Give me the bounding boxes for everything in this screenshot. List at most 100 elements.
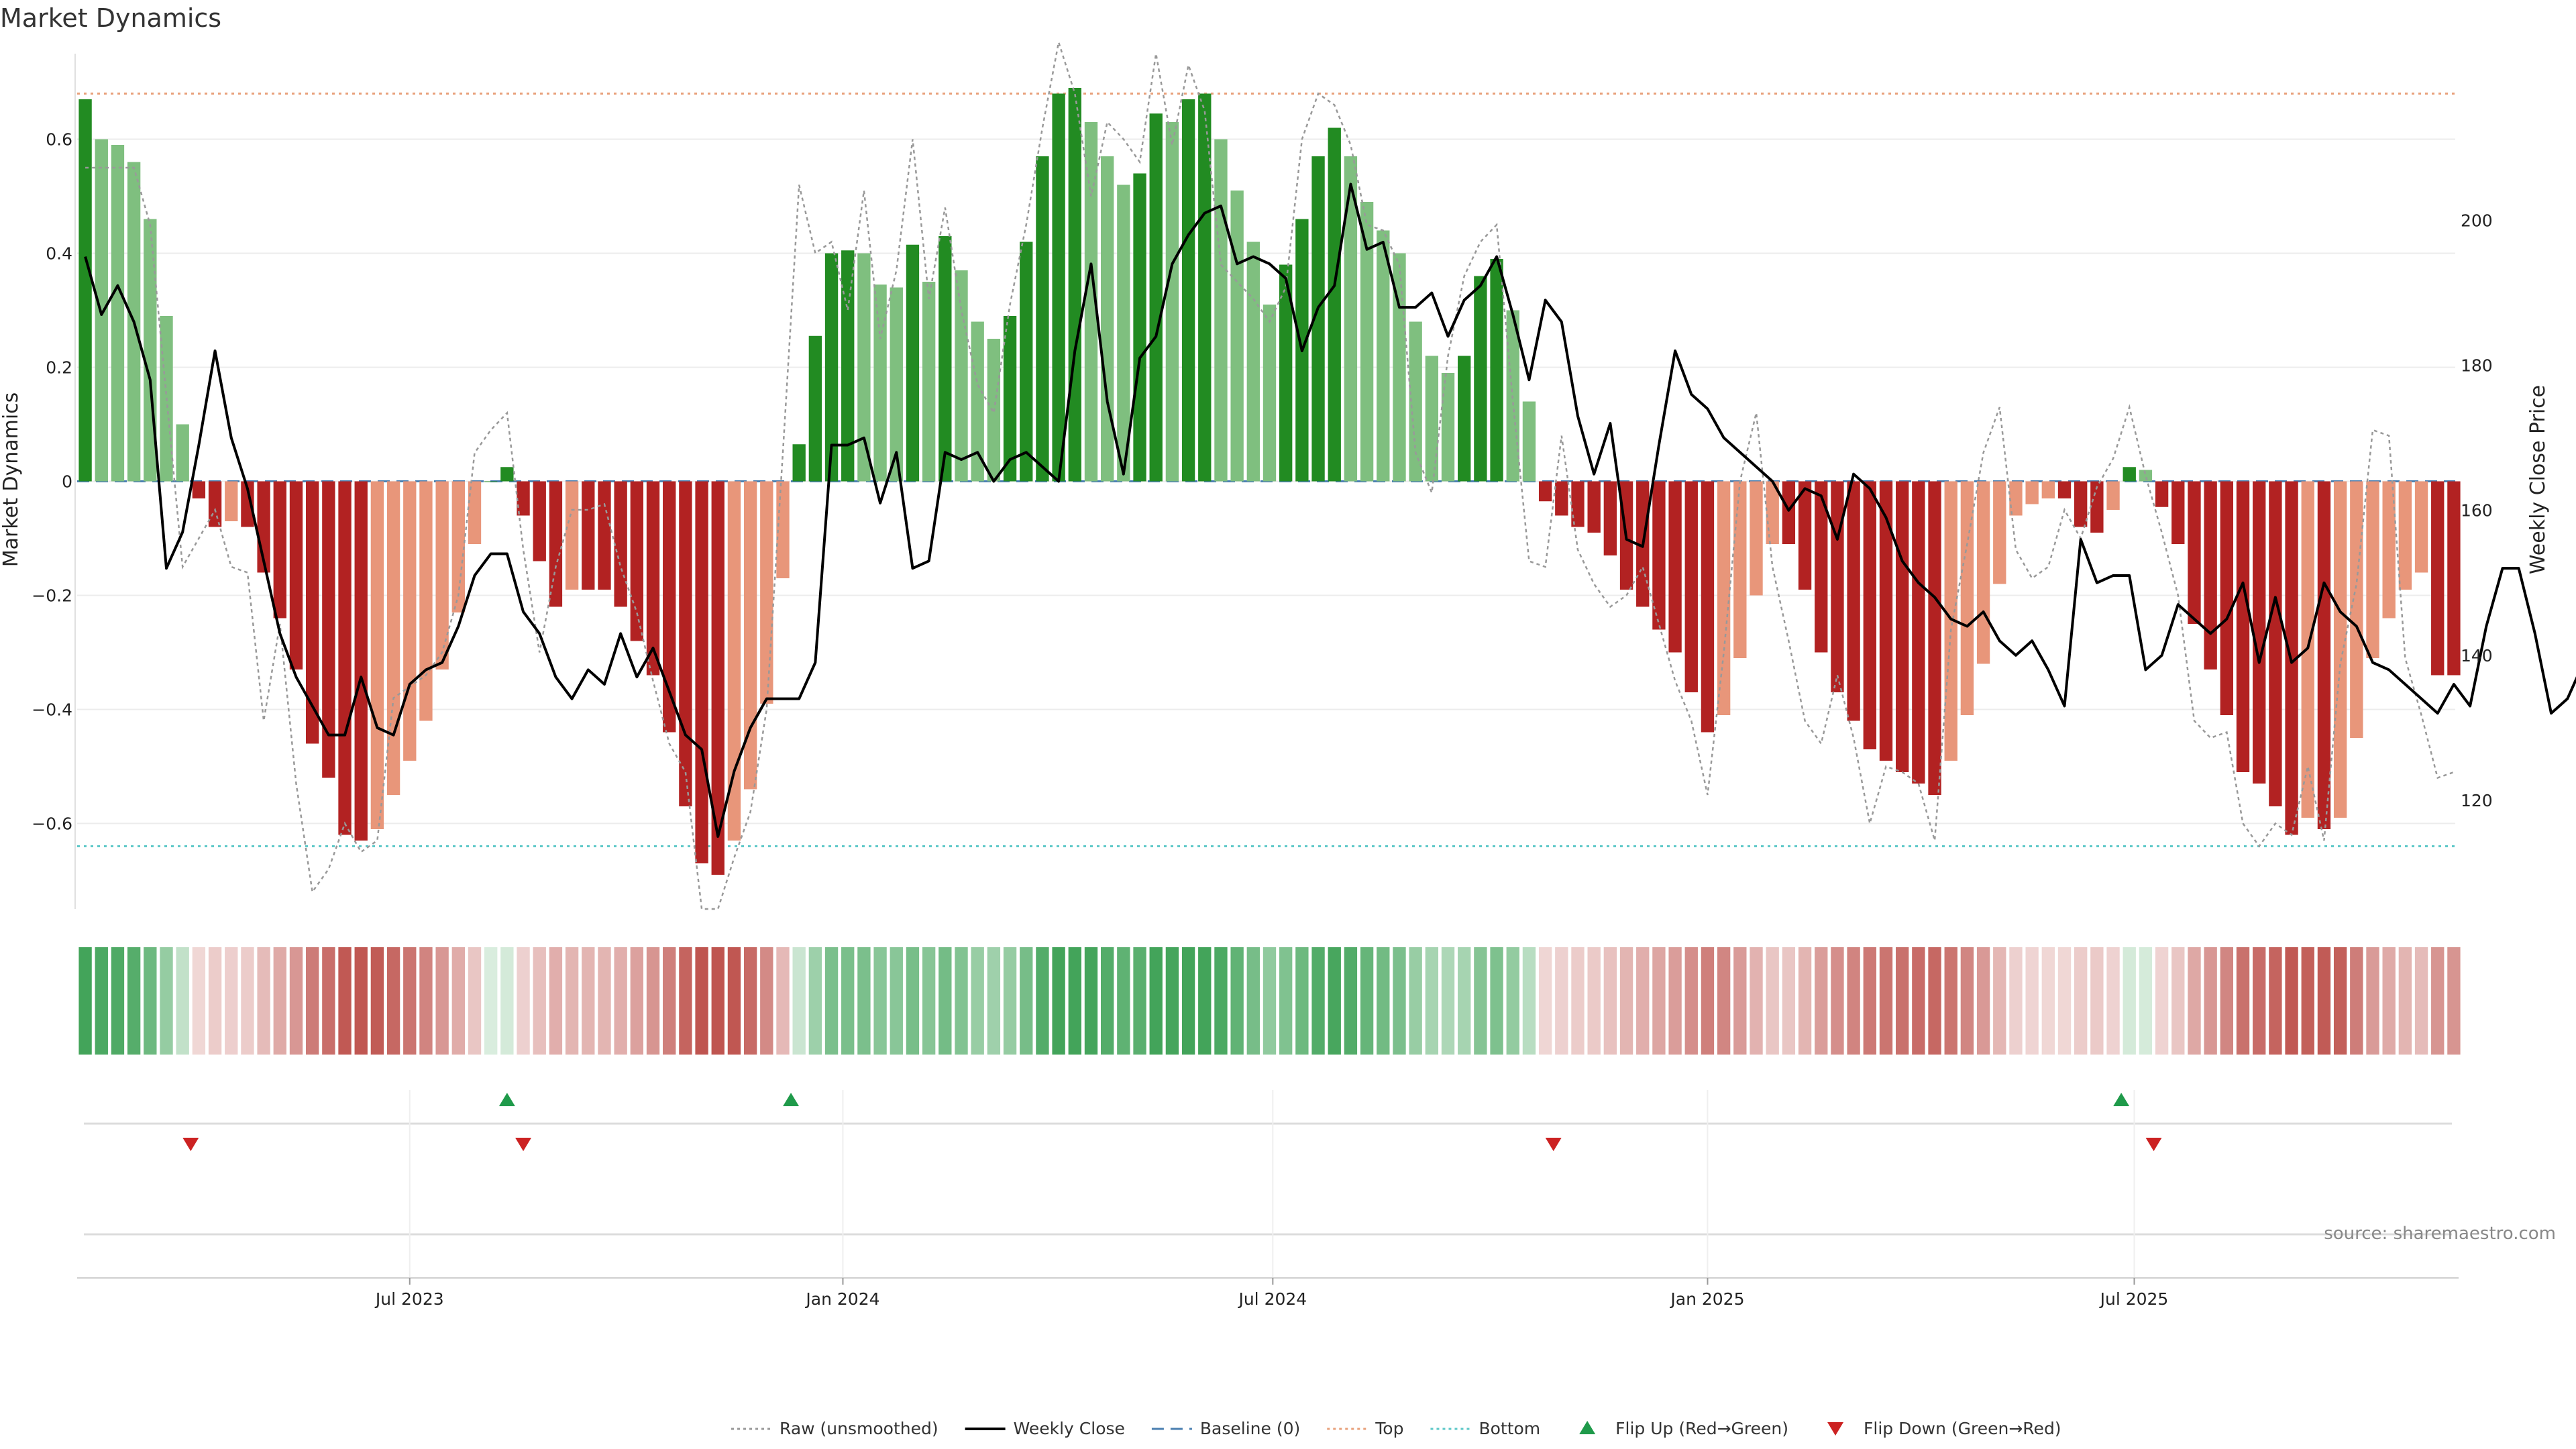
heat-cell — [1847, 947, 1860, 1055]
dynamics-bar — [808, 335, 822, 482]
heat-cell — [1068, 947, 1081, 1055]
dynamics-bar — [1020, 241, 1033, 482]
dynamics-bar — [1084, 122, 1098, 482]
heat-cell — [1668, 947, 1682, 1055]
dynamics-bar — [517, 481, 530, 516]
heat-cell — [1377, 947, 1390, 1055]
dynamics-bar — [663, 481, 676, 733]
dynamics-bar — [1928, 481, 1941, 795]
dynamics-bar — [1944, 481, 1957, 761]
heat-cell — [1165, 947, 1179, 1055]
dynamics-bar — [2139, 470, 2153, 482]
heat-cell — [1409, 947, 1422, 1055]
dynamics-bar — [289, 481, 303, 669]
heat-cell — [1993, 947, 2006, 1055]
heat-cell — [1912, 947, 1925, 1055]
heat-cell — [695, 947, 708, 1055]
dynamics-bar — [1750, 481, 1763, 596]
x-tick-label: Jul 2023 — [374, 1289, 444, 1309]
heat-cell — [1782, 947, 1796, 1055]
heat-cell — [2414, 947, 2428, 1055]
dynamics-bar — [1571, 481, 1585, 527]
dynamics-bar — [598, 481, 611, 590]
dynamics-bar — [1393, 253, 1406, 482]
heat-cell — [2236, 947, 2250, 1055]
x-tick-label: Jan 2024 — [804, 1289, 879, 1309]
dynamics-bar — [2398, 481, 2412, 590]
dynamics-bar — [1668, 481, 1682, 653]
heat-cell — [938, 947, 952, 1055]
right-tick-label: 160 — [2461, 501, 2493, 521]
x-tick-label: Jan 2025 — [1669, 1289, 1744, 1309]
dynamics-bar — [225, 481, 238, 521]
legend-swatch — [1579, 1421, 1596, 1434]
chart-title: Market Dynamics — [0, 3, 221, 33]
heat-cell — [127, 947, 141, 1055]
heat-cell — [1425, 947, 1439, 1055]
heat-cell — [2398, 947, 2412, 1055]
heat-cell — [1587, 947, 1601, 1055]
dynamics-bar — [451, 481, 465, 612]
dynamics-bar — [1214, 139, 1228, 482]
heat-cell — [1360, 947, 1374, 1055]
dynamics-bar — [403, 481, 417, 761]
heat-cell — [257, 947, 270, 1055]
heat-cell — [906, 947, 920, 1055]
heat-cell — [890, 947, 903, 1055]
dynamics-bar — [565, 481, 579, 590]
heat-cell — [111, 947, 125, 1055]
heat-cell — [2333, 947, 2347, 1055]
dynamics-bar — [468, 481, 482, 544]
dynamics-bar — [1344, 156, 1358, 482]
heat-cell — [1571, 947, 1585, 1055]
right-tick-label: 120 — [2461, 791, 2493, 810]
dynamics-bar — [1555, 481, 1568, 516]
dynamics-bar — [2204, 481, 2217, 669]
heat-cell — [663, 947, 676, 1055]
dynamics-bar — [1603, 481, 1617, 555]
heat-cell — [2317, 947, 2331, 1055]
heat-cell — [2301, 947, 2314, 1055]
left-tick-label: −0.4 — [32, 700, 72, 720]
axes: 0.6 0.4 0.2 0 −0.2 −0.4 −0.6 200 180 160 140 120 — [32, 54, 2493, 909]
dynamics-bar — [2009, 481, 2023, 516]
dynamics-bar — [1522, 401, 1536, 482]
flip-down-marker — [182, 1138, 199, 1151]
dynamics-bar — [2269, 481, 2282, 806]
dynamics-bar — [727, 481, 741, 841]
heat-cell — [1230, 947, 1244, 1055]
heat-cell — [1652, 947, 1666, 1055]
dynamics-bar — [176, 424, 189, 482]
dynamics-bar — [1717, 481, 1731, 715]
flip-down-marker — [515, 1138, 532, 1151]
heat-cell — [2204, 947, 2217, 1055]
heat-cell — [2269, 947, 2282, 1055]
dynamics-bar — [2057, 481, 2072, 498]
dynamics-bar — [1895, 481, 1909, 772]
heat-cell — [225, 947, 238, 1055]
heat-cell — [2350, 947, 2363, 1055]
heat-cell — [743, 947, 757, 1055]
heat-cell — [160, 947, 173, 1055]
dynamics-bar — [1863, 481, 1876, 749]
legend-label: Top — [1375, 1419, 1403, 1438]
heat-cell — [322, 947, 335, 1055]
dynamics-bar — [906, 244, 920, 482]
heat-cell — [1279, 947, 1293, 1055]
dynamics-bar — [2382, 481, 2396, 619]
dynamics-bar — [419, 481, 433, 721]
dynamics-bar — [1490, 259, 1503, 482]
heat-cell — [2090, 947, 2104, 1055]
dynamics-bar — [1360, 202, 1374, 482]
left-tick-label: −0.2 — [32, 586, 72, 606]
heat-cell — [1603, 947, 1617, 1055]
dynamics-bar — [2333, 481, 2347, 818]
heat-cell — [1750, 947, 1763, 1055]
heat-cell — [711, 947, 724, 1055]
dynamics-bar — [1181, 99, 1195, 482]
heat-cell — [760, 947, 773, 1055]
heat-cell — [1733, 947, 1747, 1055]
heat-cell — [2025, 947, 2039, 1055]
heat-cell — [1100, 947, 1114, 1055]
heat-cell — [2188, 947, 2201, 1055]
